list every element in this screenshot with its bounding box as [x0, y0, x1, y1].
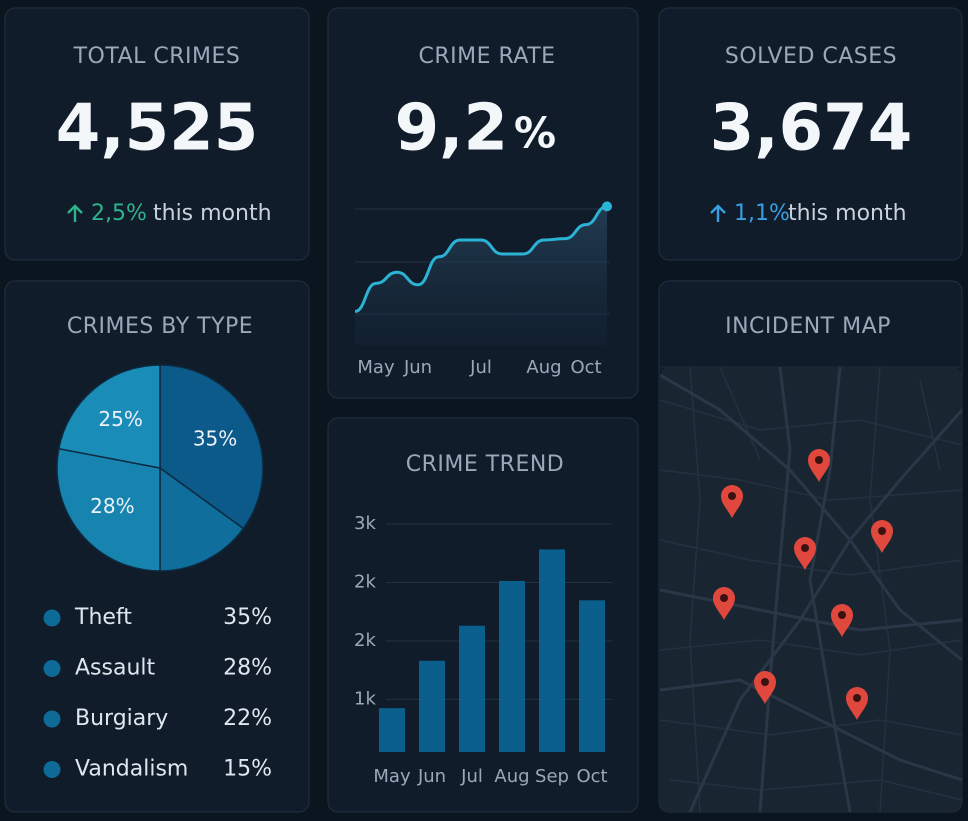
- legend-dot: [43, 609, 61, 627]
- x-tick-label: Jun: [403, 357, 432, 378]
- map-pin-dot: [801, 544, 809, 552]
- legend-dot: [43, 660, 61, 677]
- y-tick-label: 2k: [354, 571, 376, 592]
- bar: [499, 581, 525, 752]
- up-arrow: [710, 204, 726, 222]
- map-pin: [831, 604, 853, 637]
- slice-label: 35%: [193, 426, 237, 450]
- streets-major: [660, 367, 962, 812]
- bar: [459, 625, 485, 752]
- legend-label: Burgiary: [75, 706, 168, 731]
- bar-chart: 1k 2k 2k 3k May Jun Jul Aug Sep Oct: [354, 513, 612, 787]
- map-pin-dot: [878, 527, 886, 535]
- y-tick-label: 1k: [354, 688, 376, 709]
- legend-label: Assault: [75, 656, 156, 681]
- line: [354, 204, 608, 313]
- pie-chart: 35% 28% 25% Theft 35% Assault 28% Burgiary 22% Va…: [43, 364, 272, 782]
- map-pin-dot: [761, 678, 769, 686]
- map: [660, 367, 962, 812]
- map-pin: [846, 687, 868, 720]
- kpi-change-text: this month: [153, 201, 272, 226]
- x-tick-label: Aug: [494, 766, 529, 787]
- map-pin-dot: [728, 492, 736, 500]
- card-title: CRIME TREND: [406, 452, 565, 477]
- kpi-value: 3,674: [710, 92, 912, 166]
- card-solved-cases: [658, 7, 963, 261]
- legend-value: 35%: [223, 605, 272, 630]
- legend-value: 28%: [223, 656, 272, 681]
- bar: [539, 549, 565, 752]
- kpi-change: 2,5%: [91, 201, 147, 226]
- card-title: TOTAL CRIMES: [73, 44, 241, 69]
- card-title: SOLVED CASES: [725, 44, 897, 69]
- end-point: [602, 201, 612, 212]
- pie-slice: [159, 466, 245, 572]
- map-pin-dot: [838, 611, 846, 619]
- x-tick-label: May: [373, 766, 411, 787]
- map-pin: [754, 671, 776, 704]
- slice-label: 25%: [98, 407, 142, 431]
- legend-label: Vandalism: [75, 757, 188, 782]
- y-tick-label: 2k: [354, 630, 376, 651]
- kpi-change-text: this month: [788, 201, 907, 226]
- x-tick-label: May: [357, 357, 395, 378]
- legend-value: 15%: [223, 757, 272, 782]
- card-title: CRIMES BY TYPE: [67, 314, 253, 339]
- line-chart: May Jun Jul Aug Oct: [354, 201, 612, 378]
- pie-slice: [56, 447, 161, 572]
- map-pin-dot: [720, 594, 728, 602]
- kpi-value: 4,525: [56, 92, 258, 166]
- kpi-change: 1,1%: [734, 201, 790, 226]
- map-pin: [808, 449, 830, 482]
- card-title: INCIDENT MAP: [725, 314, 891, 339]
- y-tick-label: 3k: [354, 513, 376, 534]
- map-pin-dot: [815, 456, 823, 464]
- map-pins: [713, 449, 893, 720]
- map-pin: [871, 520, 893, 553]
- map-pin: [794, 537, 816, 570]
- x-tick-label: Aug: [526, 357, 561, 378]
- kpi-value: 9,2: [395, 92, 508, 166]
- legend-label: Theft: [74, 605, 132, 630]
- x-tick-label: Jun: [417, 766, 446, 787]
- map-pin: [721, 485, 743, 518]
- bar: [579, 600, 605, 752]
- kpi-unit: %: [514, 109, 556, 158]
- x-tick-label: Sep: [535, 766, 569, 787]
- x-tick-label: Jul: [469, 357, 492, 378]
- pie-slice: [57, 364, 161, 469]
- map-pin: [713, 587, 735, 620]
- x-tick-label: Oct: [570, 357, 601, 378]
- card-title: CRIME RATE: [418, 44, 555, 69]
- x-tick-label: Jul: [460, 766, 483, 787]
- card-total-crimes: [4, 7, 310, 261]
- legend-dot: [43, 761, 61, 778]
- slice-label: 28%: [90, 494, 134, 518]
- map-pin-dot: [853, 694, 861, 702]
- legend-value: 22%: [223, 706, 272, 731]
- up-arrow: [67, 204, 83, 222]
- legend-dot: [43, 710, 61, 728]
- bar: [379, 708, 405, 752]
- pie-slice: [159, 364, 264, 530]
- bar: [419, 660, 445, 752]
- x-tick-label: Oct: [576, 766, 607, 787]
